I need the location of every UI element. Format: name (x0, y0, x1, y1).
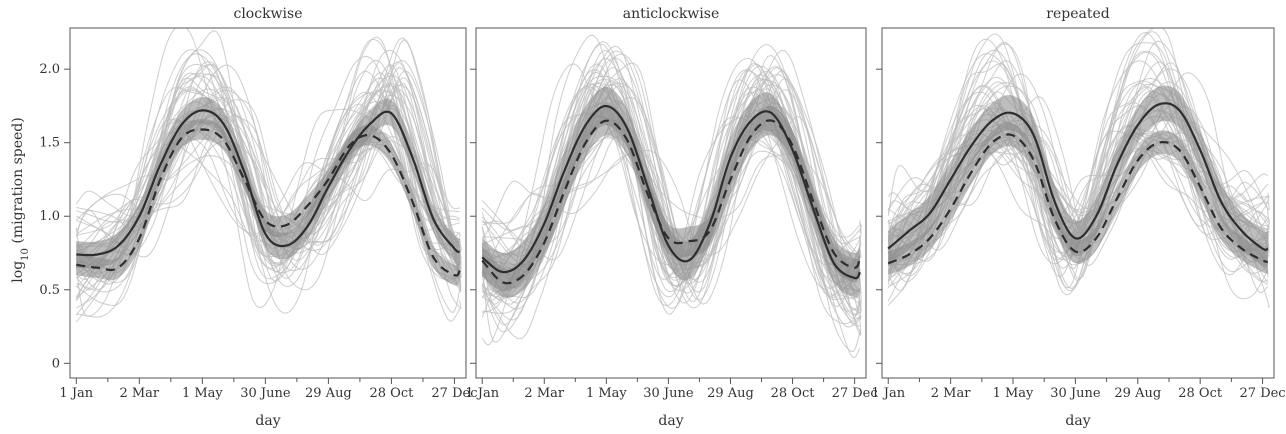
x-tick-label: 1 Jan (465, 386, 499, 401)
series-line-solid (481, 104, 861, 280)
panel-frame (69, 27, 467, 379)
y-axis-label-subscript: 10 (20, 248, 31, 261)
x-tick-label: 29 Aug (1114, 386, 1161, 401)
panel-anticlockwise: anticlockwise 1 Jan 2 Mar 1 May 30 June 29 Au… (465, 6, 877, 429)
y-axis-label: log10 (migration speed) (10, 117, 31, 282)
panel-title: anticlockwise (623, 6, 719, 22)
panel-title: clockwise (233, 6, 302, 22)
y-tick-label: 1.5 (39, 136, 60, 151)
y-tick-label: 1.0 (39, 209, 60, 224)
x-tick-label: 30 June (643, 386, 694, 401)
panel-clockwise: clockwise 0 0.5 1.0 1.5 2.0 1 Jan 2 Mar 1 May 30 … (39, 6, 477, 429)
individual-trace (76, 77, 462, 277)
individual-trace (481, 49, 862, 336)
y-tick-label: 0.5 (39, 283, 60, 298)
x-axis-label: day (658, 413, 683, 429)
x-tick-label: 1 Jan (871, 386, 905, 401)
x-tick-label: 27 Dec (832, 386, 878, 401)
confidence-band-dashed (888, 122, 1268, 276)
x-tick-label: 1 May (993, 386, 1034, 401)
x-tick-label: 27 Dec (1240, 386, 1286, 401)
x-tick-label: 30 June (240, 386, 291, 401)
individual-trace (887, 103, 1269, 284)
x-tick-label: 28 Oct (369, 386, 414, 401)
x-tick-label: 30 June (1050, 386, 1101, 401)
y-axis-label-prefix: log (10, 261, 26, 283)
x-tick-label: 1 May (586, 386, 627, 401)
y-axis-label-suffix: (migration speed) (10, 117, 26, 248)
panel-plot-area (887, 28, 1270, 308)
x-tick-label: 28 Oct (771, 386, 816, 401)
x-axis-label: day (255, 413, 280, 429)
x-tick-label: 28 Oct (1178, 386, 1223, 401)
series-line-solid (887, 102, 1269, 252)
x-tick-label: 2 Mar (119, 386, 159, 401)
x-tick-label: 1 Jan (59, 386, 93, 401)
panels-layer: clockwise 0 0.5 1.0 1.5 2.0 1 Jan 2 Mar 1 May 30 … (39, 6, 1285, 429)
y-tick-label: 2.0 (39, 62, 60, 77)
panel-frame (881, 27, 1275, 379)
series-line-solid (76, 109, 460, 257)
x-tick-label: 29 Aug (707, 386, 754, 401)
confidence-band-solid (482, 86, 860, 298)
confidence-band-dashed (76, 119, 460, 286)
panel-plot-area (481, 34, 862, 359)
x-tick-label: 2 Mar (524, 386, 564, 401)
individual-trace (887, 104, 1270, 302)
individual-trace (482, 53, 862, 335)
panel-frame (475, 27, 867, 379)
y-tick-label: 0 (52, 356, 60, 371)
x-tick-label: 2 Mar (931, 386, 971, 401)
individual-trace (76, 49, 462, 310)
panel-repeated: repeated 1 Jan 2 Mar 1 May 30 June 29 Aug 28 O… (871, 6, 1285, 429)
panel-plot-area (75, 28, 462, 323)
series-line-dashed (76, 128, 461, 277)
x-tick-label: 27 Dec (431, 386, 477, 401)
individual-trace (76, 70, 462, 279)
x-tick-label: 1 May (182, 386, 223, 401)
series-line-dashed (887, 133, 1268, 265)
x-tick-label: 29 Aug (305, 386, 352, 401)
x-axis-label: day (1065, 413, 1090, 429)
confidence-band-dashed (482, 105, 860, 298)
panel-title: repeated (1046, 6, 1109, 22)
series-line-dashed (481, 119, 861, 285)
